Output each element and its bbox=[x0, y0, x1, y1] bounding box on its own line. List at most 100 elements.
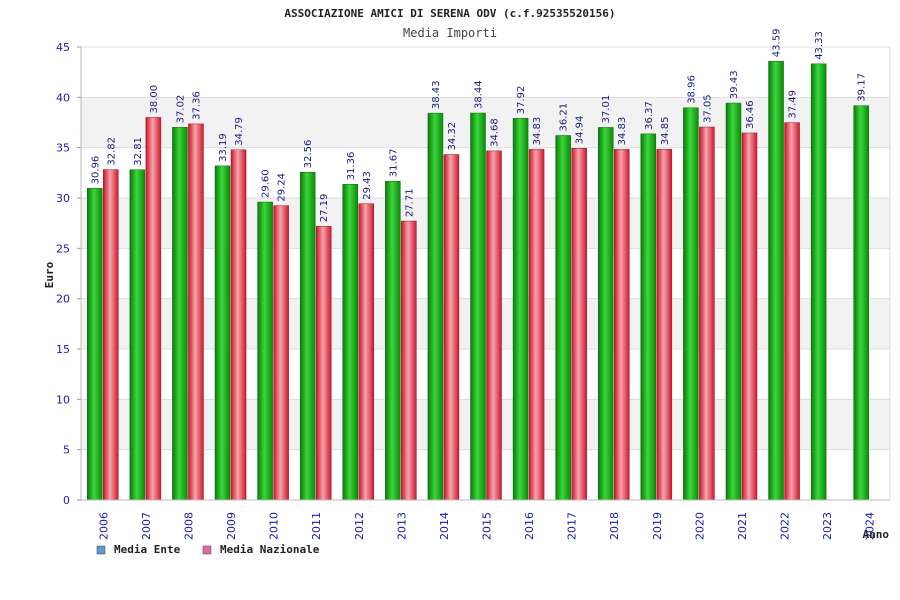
x-tick-label: 2019 bbox=[651, 512, 664, 540]
legend-label-media-nazionale: Media Nazionale bbox=[220, 543, 320, 556]
data-label: 36.46 bbox=[745, 100, 756, 129]
bar-media-ente bbox=[172, 127, 188, 501]
y-tick-label: 15 bbox=[56, 343, 70, 356]
data-labels: 30.96 32.82 32.81 38.00 37.02 37.36 33.19 34.79… bbox=[90, 29, 867, 223]
x-tick-label: 2016 bbox=[523, 512, 536, 540]
bar-media-nazionale bbox=[315, 226, 332, 501]
data-label: 38.96 bbox=[686, 75, 697, 104]
data-label: 39.43 bbox=[729, 70, 740, 99]
x-axis-label: Anno bbox=[863, 528, 890, 541]
data-label: 31.36 bbox=[346, 152, 357, 181]
data-label: 34.94 bbox=[575, 116, 586, 145]
data-label: 29.24 bbox=[277, 173, 288, 202]
x-tick-label: 2014 bbox=[438, 512, 451, 540]
data-label: 27.71 bbox=[404, 188, 415, 217]
data-label: 36.37 bbox=[644, 101, 655, 130]
data-label: 27.19 bbox=[319, 194, 330, 223]
bar-media-ente bbox=[555, 135, 571, 501]
data-label: 37.49 bbox=[788, 90, 799, 119]
bar-media-ente bbox=[385, 180, 401, 501]
data-label: 43.33 bbox=[814, 31, 825, 60]
data-label: 34.68 bbox=[490, 118, 501, 147]
x-tick-label: 2018 bbox=[608, 512, 621, 540]
data-label: 38.43 bbox=[431, 80, 442, 109]
x-tick-label: 2024 bbox=[864, 512, 877, 540]
bar-media-ente bbox=[597, 127, 614, 501]
x-tick-label: 2012 bbox=[353, 512, 366, 540]
bar-media-ente bbox=[342, 184, 359, 501]
data-label: 32.81 bbox=[133, 137, 144, 166]
data-label: 31.67 bbox=[388, 149, 399, 178]
bar-media-nazionale bbox=[486, 150, 502, 501]
y-tick-label: 5 bbox=[63, 444, 70, 457]
legend-swatch-media-nazionale bbox=[202, 545, 212, 555]
x-tick-label: 2010 bbox=[268, 512, 281, 540]
legend-label-media-ente: Media Ente bbox=[114, 543, 181, 556]
bar-media-nazionale bbox=[699, 126, 715, 501]
x-tick-label: 2013 bbox=[395, 512, 408, 540]
y-tick-label: 0 bbox=[63, 494, 70, 507]
bar-media-ente bbox=[257, 201, 273, 501]
bar-media-nazionale bbox=[273, 205, 289, 501]
bar-media-ente bbox=[640, 133, 657, 501]
bar-media-ente bbox=[427, 112, 444, 501]
bar-media-nazionale bbox=[103, 169, 119, 501]
y-tick-label: 10 bbox=[56, 393, 70, 406]
data-label: 32.82 bbox=[106, 137, 117, 166]
y-tick-label: 25 bbox=[56, 242, 70, 255]
y-tick-label: 30 bbox=[56, 192, 70, 205]
bar-media-nazionale bbox=[401, 220, 417, 501]
data-label: 34.83 bbox=[617, 117, 628, 146]
x-tick-label: 2008 bbox=[182, 512, 195, 540]
x-tick-label: 2021 bbox=[736, 512, 749, 540]
x-tick-label: 2017 bbox=[566, 512, 579, 540]
bar-media-ente bbox=[768, 60, 784, 501]
data-label: 32.56 bbox=[303, 140, 314, 169]
bar-media-nazionale bbox=[145, 117, 162, 501]
bar-media-ente bbox=[810, 63, 827, 501]
data-label: 29.43 bbox=[362, 171, 373, 200]
bar-media-ente bbox=[129, 169, 146, 501]
data-label: 37.92 bbox=[516, 86, 527, 115]
x-tick-label: 2011 bbox=[310, 512, 323, 540]
bar-media-ente bbox=[214, 165, 231, 501]
bar-media-ente bbox=[853, 105, 869, 501]
data-label: 37.05 bbox=[702, 94, 713, 123]
bar-media-nazionale bbox=[358, 203, 375, 501]
bar-media-nazionale bbox=[528, 149, 545, 501]
y-tick-label: 45 bbox=[56, 41, 70, 54]
y-axis-label: Euro bbox=[43, 261, 56, 288]
data-label: 33.19 bbox=[218, 133, 229, 162]
bar-media-ente bbox=[725, 102, 742, 501]
bar-media-nazionale bbox=[188, 123, 204, 501]
data-label: 39.17 bbox=[857, 73, 868, 102]
bar-media-nazionale bbox=[443, 154, 460, 501]
x-tick-label: 2009 bbox=[225, 512, 238, 540]
bar-media-nazionale bbox=[230, 149, 247, 501]
data-label: 29.60 bbox=[261, 169, 272, 198]
y-tick-label: 35 bbox=[56, 142, 70, 155]
x-tick-label: 2020 bbox=[693, 512, 706, 540]
y-tick-label: 20 bbox=[56, 293, 70, 306]
data-label: 34.32 bbox=[447, 122, 458, 151]
x-tick-label: 2023 bbox=[821, 512, 834, 540]
data-label: 38.00 bbox=[149, 85, 160, 114]
y-tick-label: 40 bbox=[56, 91, 70, 104]
axes: 0 5 10 15 20 25 30 35 40 45 2006 2007 2008 2009 2010 20… bbox=[56, 41, 891, 540]
data-label: 36.21 bbox=[559, 103, 570, 132]
bar-media-ente bbox=[470, 112, 486, 501]
chart-subtitle: Media Importi bbox=[403, 26, 497, 40]
x-tick-label: 2015 bbox=[481, 512, 494, 540]
bar-media-ente bbox=[512, 118, 529, 501]
bar-media-nazionale bbox=[741, 132, 758, 501]
data-label: 38.44 bbox=[474, 80, 485, 109]
x-tick-label: 2006 bbox=[97, 512, 110, 540]
bar-media-nazionale bbox=[613, 149, 630, 501]
data-label: 37.36 bbox=[191, 91, 202, 120]
bar-media-ente bbox=[299, 171, 316, 501]
data-label: 43.59 bbox=[772, 29, 783, 58]
bar-media-nazionale bbox=[656, 148, 673, 501]
chart-title: ASSOCIAZIONE AMICI DI SERENA ODV (c.f.92… bbox=[284, 7, 615, 20]
bar-media-ente bbox=[683, 107, 699, 501]
